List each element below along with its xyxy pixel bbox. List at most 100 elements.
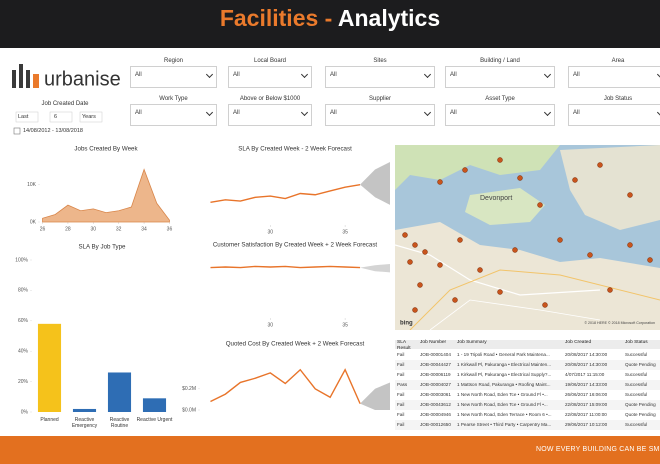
filter-label: Sites	[373, 58, 387, 64]
filter-label: Above or Below $1000	[239, 96, 301, 102]
logo: urbanise	[12, 64, 121, 90]
table-cell: 1 Kirkwall Pl, Pakuranga • Electrical Su…	[457, 372, 552, 377]
table-header: SLA Result	[397, 340, 411, 351]
dropdown-chevron[interactable]	[300, 108, 309, 117]
filter-dropdown[interactable]: All	[325, 104, 435, 126]
y-tick-label: 40%	[18, 349, 29, 355]
table-cell: Successful	[625, 372, 648, 377]
filter-dropdown[interactable]: All	[568, 66, 660, 88]
title-accent: Facilities -	[219, 5, 333, 31]
table-cell: JOB-00004027	[420, 382, 451, 387]
filter-label: Asset Type	[485, 96, 515, 102]
dropdown-chevron[interactable]	[423, 70, 432, 79]
filter-label: Region	[163, 58, 183, 64]
filter-dropdown[interactable]: All	[568, 104, 660, 126]
dropdown-chevron[interactable]	[543, 108, 552, 117]
filter-dropdown[interactable]: All	[130, 104, 217, 126]
map-place: Devonport	[480, 195, 512, 202]
map: Devonport bing © 2018 HERE © 2018 Micros…	[395, 145, 660, 330]
x-tick-label: 35	[342, 229, 348, 235]
filter-dropdown[interactable]: All	[445, 104, 555, 126]
filter-dropdown[interactable]: All	[130, 66, 217, 88]
table-cell: Fail	[397, 402, 405, 407]
filter-dropdown[interactable]: All	[228, 104, 312, 126]
y-tick-label: 60%	[18, 318, 29, 324]
date-range: 14/08/2012 - 13/08/2018	[23, 128, 83, 134]
x-tick-label: 35	[342, 322, 348, 328]
x-tick-label: Reactive Routine	[109, 417, 130, 429]
line	[210, 265, 361, 269]
date-count-box[interactable]	[49, 111, 73, 123]
slide-title: Facilities - Analytics	[0, 5, 660, 32]
filter-dropdown[interactable]: All	[325, 66, 435, 88]
table-cell: Fail	[397, 422, 405, 427]
table-header: Job Created	[565, 340, 592, 345]
filter-label: Building / Land	[480, 58, 520, 64]
map-provider: bing	[400, 321, 413, 327]
x-tick-label: Reactive Emergency	[71, 417, 98, 429]
table-cell: JOB-00044427	[420, 362, 451, 367]
header-bar	[0, 0, 660, 48]
y-tick-label: 20%	[18, 379, 29, 385]
table-cell: 19/06/2017 14:33:00	[565, 382, 608, 387]
forecast-band	[360, 382, 390, 410]
filter-label: Work Type	[159, 96, 188, 102]
title-text: Analytics	[337, 5, 441, 31]
date-unit-box[interactable]	[79, 111, 103, 123]
table-cell: 29/06/2017 10:12:00	[565, 422, 608, 427]
table-row-bg	[395, 350, 660, 360]
forecast-band	[360, 162, 390, 205]
table-cell: 1 Kirkwall Pl, Pakuranga • Electrical Ma…	[457, 362, 552, 367]
forecast-band	[360, 264, 390, 273]
filter-dropdown[interactable]: All	[445, 66, 555, 88]
table-cell: JOB-00043612	[420, 402, 451, 407]
table-cell: JOB-00012650	[420, 422, 451, 427]
filter-label: Area	[611, 58, 625, 64]
table-cell: 1 - 19 Tripoli Road • General Park Maint…	[457, 352, 550, 357]
table-cell: 1 Mattson Road, Pakuranga • Roofing Main…	[457, 382, 551, 387]
filter-dropdown[interactable]: All	[228, 66, 312, 88]
dropdown-chevron[interactable]	[205, 108, 214, 117]
x-tick-label: 30	[268, 322, 274, 328]
x-tick-label: 36	[167, 226, 173, 232]
dropdown-chevron[interactable]	[423, 108, 432, 117]
date-period-box[interactable]	[15, 111, 39, 123]
table-cell: 1 New North Road, Eden Tce • Ground Fl •…	[457, 392, 548, 397]
table-cell: JOB-00001404	[420, 352, 451, 357]
bar	[142, 398, 167, 412]
chart-title: Customer Satisfaction By Created Week + …	[213, 242, 378, 249]
table-cell: 20/08/2017 14:30:00	[565, 352, 608, 357]
x-tick-label: 30	[91, 226, 97, 232]
x-tick-label: Reactive Urgent	[136, 417, 173, 423]
table-cell: Fail	[397, 352, 405, 357]
bar	[72, 408, 97, 412]
date-count[interactable]: 6	[54, 114, 58, 120]
dropdown-chevron[interactable]	[300, 70, 309, 79]
table-header-bg	[395, 340, 660, 349]
table-header: Job Number	[420, 340, 447, 345]
filter-label: Job Status	[603, 96, 633, 102]
line	[210, 183, 361, 204]
footer-text: NOW EVERY BUILDING CAN BE SM	[536, 446, 660, 453]
date-unit[interactable]: Years	[82, 114, 96, 120]
dropdown-chevron[interactable]	[543, 70, 552, 79]
filter-label: Local Board	[253, 58, 287, 64]
chart-title: SLA By Job Type	[78, 244, 126, 251]
table-header: Job Status	[625, 340, 648, 345]
table-cell: Fail	[397, 362, 405, 367]
table-cell: JOB-00003061	[420, 392, 451, 397]
footer-bar	[0, 436, 660, 464]
line	[210, 368, 361, 404]
table-header: Job Summary	[457, 340, 487, 345]
table-cell: 20/08/2017 14:30:00	[565, 362, 608, 367]
table-cell: Successful	[625, 392, 648, 397]
y-tick-label: 0K	[30, 219, 37, 225]
bar	[37, 323, 62, 412]
dropdown-chevron[interactable]	[205, 70, 214, 79]
table-cell: 4/07/2017 11:15:00	[565, 372, 605, 377]
table-row-bg	[395, 360, 660, 370]
date-period[interactable]: Last	[18, 114, 29, 120]
table-row-bg	[395, 420, 660, 430]
calendar-icon[interactable]	[13, 127, 21, 135]
